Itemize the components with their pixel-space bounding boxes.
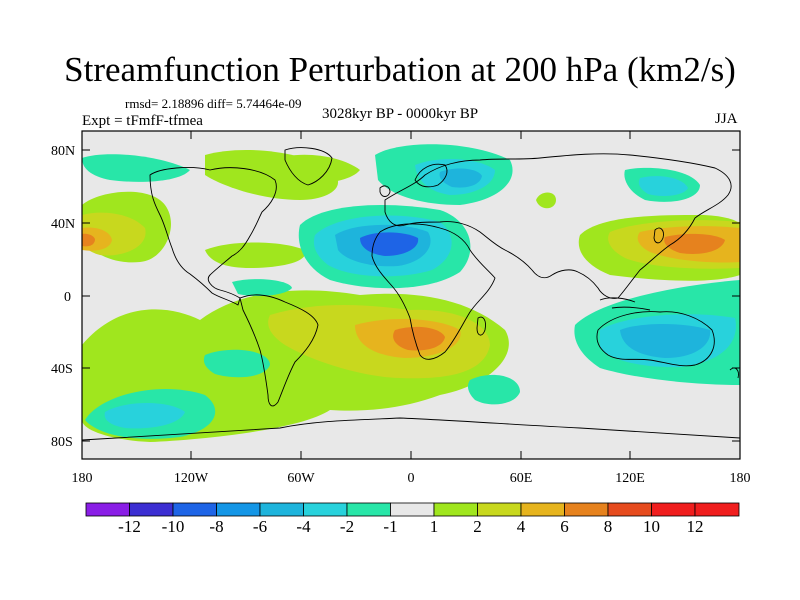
experiment-label: Expt = tFmfF-tfmea xyxy=(82,113,203,129)
season-label: JJA xyxy=(715,111,738,127)
coast-north-america xyxy=(149,167,277,306)
contour-blue-north-atlantic xyxy=(360,232,419,256)
contour-darkorange-east-asia xyxy=(664,233,725,254)
coast-japan xyxy=(653,227,664,244)
colorbar-box xyxy=(303,502,348,517)
colorbar-label: 1 xyxy=(430,517,439,536)
colorbar xyxy=(85,502,740,517)
contour-fields xyxy=(82,144,740,442)
coast-british-isles xyxy=(379,185,391,197)
contour-mint-south-atlantic xyxy=(467,374,520,405)
coast-africa xyxy=(371,223,496,360)
contour-mint-east-pacific xyxy=(203,349,270,378)
contour-green-central-asia xyxy=(536,192,556,209)
colorbar-label: 6 xyxy=(560,517,569,536)
axis-labels: 80N 40N 0 40S 80S 180 120W 60W 0 60E 120… xyxy=(51,144,751,486)
colorbar-label: -12 xyxy=(118,517,141,536)
colorbar-box xyxy=(477,502,522,517)
colorbar-label: 2 xyxy=(473,517,482,536)
coast-australia xyxy=(596,311,715,367)
colorbar-label: -10 xyxy=(162,517,185,536)
plot-title: Streamfunction Perturbation at 200 hPa (… xyxy=(64,50,736,89)
colorbar-box xyxy=(433,502,478,517)
lon-label: 180 xyxy=(72,471,93,486)
lon-label: 0 xyxy=(408,471,415,486)
colorbar-box xyxy=(172,502,217,517)
contour-lightblue-australia xyxy=(620,324,711,358)
colorbar-box xyxy=(564,502,609,517)
colorbar-box xyxy=(607,502,652,517)
lon-label: 120E xyxy=(615,471,645,486)
lon-label: 180 xyxy=(730,471,751,486)
coast-south-america xyxy=(239,294,319,407)
lon-label: 60E xyxy=(510,471,533,486)
lat-label: 0 xyxy=(64,290,71,305)
coast-scandinavia xyxy=(414,163,448,188)
contour-green-central-america xyxy=(205,242,306,268)
colorbar-label: 10 xyxy=(643,517,660,536)
colorbar-labels: -12 -10 -8 -6 -4 -2 -1 1 2 4 6 8 10 12 xyxy=(118,517,703,536)
contour-mint-caribbean xyxy=(232,279,292,296)
colorbar-box xyxy=(520,502,565,517)
colorbar-label: -2 xyxy=(340,517,354,536)
lat-label: 40S xyxy=(51,362,73,377)
map-ticks xyxy=(82,131,740,459)
coast-greenland xyxy=(284,147,333,186)
colorbar-label: -6 xyxy=(253,517,267,536)
contour-cyan-south-pacific xyxy=(104,403,185,429)
colorbar-box xyxy=(346,502,391,517)
colorbar-box xyxy=(259,502,304,517)
colorbar-box xyxy=(390,502,435,517)
colorbar-label: 12 xyxy=(687,517,704,536)
coast-eurasia xyxy=(384,153,732,299)
contour-mint-north-pacific xyxy=(82,154,190,182)
contour-darkorange-south-africa xyxy=(393,326,445,351)
lon-label: 60W xyxy=(287,471,315,486)
coastlines xyxy=(82,147,740,441)
colorbar-label: -8 xyxy=(209,517,223,536)
contour-cyan-north-asia xyxy=(638,176,688,196)
coast-new-zealand xyxy=(729,367,739,379)
colorbar-label: 4 xyxy=(517,517,526,536)
lat-label: 80S xyxy=(51,435,73,450)
colorbar-label: -1 xyxy=(383,517,397,536)
contour-darkorange-west-pacific xyxy=(82,233,95,247)
period-label: 3028kyr BP - 0000kyr BP xyxy=(322,106,479,122)
coast-madagascar xyxy=(476,316,486,336)
colorbar-box xyxy=(694,502,740,517)
colorbar-label: -4 xyxy=(296,517,311,536)
colorbar-label: 8 xyxy=(604,517,613,536)
colorbar-box xyxy=(216,502,261,517)
colorbar-box xyxy=(85,502,130,517)
contour-green-arctic xyxy=(270,154,360,184)
stats-text: rmsd= 2.18896 diff= 5.74464e-09 xyxy=(125,96,302,111)
contour-lightblue-europe xyxy=(439,168,482,188)
colorbar-box xyxy=(129,502,174,517)
lat-label: 40N xyxy=(51,217,75,232)
lat-label: 80N xyxy=(51,144,75,159)
lon-label: 120W xyxy=(174,471,209,486)
colorbar-box xyxy=(651,502,696,517)
coast-indonesia xyxy=(599,297,651,311)
coast-antarctica xyxy=(82,417,740,441)
